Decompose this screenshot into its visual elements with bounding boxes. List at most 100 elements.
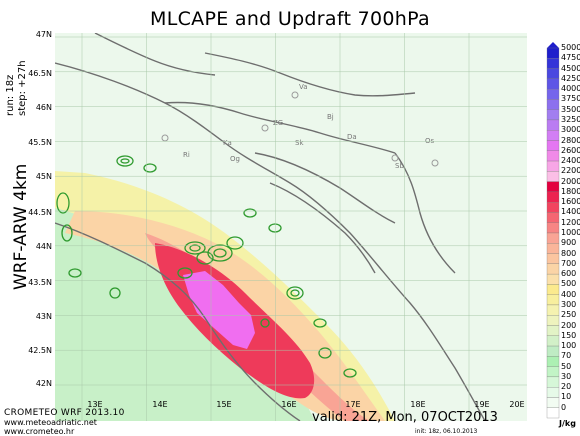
city-label: Ka — [223, 139, 232, 147]
lat-label: 45.5N — [28, 138, 52, 147]
colorbar-swatch — [546, 212, 560, 223]
lon-label: 13E — [87, 400, 103, 409]
colorbar-label: 2600 — [561, 145, 580, 155]
colorbar-swatch — [546, 335, 560, 347]
colorbar-label: 150 — [561, 330, 577, 340]
colorbar-swatch — [546, 263, 560, 275]
colorbar-swatch — [546, 366, 560, 378]
lat-label: 43N — [35, 312, 52, 321]
city-label: Og — [230, 155, 240, 163]
city-label: Va — [299, 83, 308, 91]
colorbar-label: 70 — [561, 351, 572, 361]
colorbar-label: 250 — [561, 310, 577, 320]
colorbar-swatch — [546, 181, 560, 193]
credit-line: www.meteoadriatic.net — [4, 418, 97, 427]
colorbar-label: 100 — [561, 341, 577, 351]
colorbar-swatch — [546, 78, 560, 90]
colorbar-label: 20 — [561, 382, 572, 392]
colorbar-label: 600 — [561, 269, 577, 279]
colorbar-label: 1400 — [561, 207, 580, 217]
colorbar-swatch — [546, 407, 560, 419]
colorbar-swatch — [546, 232, 560, 244]
colorbar-swatch — [546, 171, 560, 182]
colorbar-label: 200 — [561, 320, 577, 330]
colorbar-label: 2800 — [561, 135, 580, 145]
colorbar-label: 5000 — [561, 43, 580, 52]
colorbar-label: 300 — [561, 299, 577, 309]
colorbar-swatch — [546, 109, 560, 121]
colorbar-swatch — [546, 387, 560, 398]
colorbar-swatch — [546, 294, 560, 306]
colorbar-label: 50 — [561, 361, 572, 371]
lat-label: 42N — [35, 379, 52, 388]
colorbar-label: 2400 — [561, 156, 580, 166]
colorbar-swatch — [546, 222, 560, 234]
run-info: run: 18z step: +27h — [5, 36, 28, 116]
colorbar-unit: J/kg — [559, 419, 576, 428]
city-label: Os — [425, 137, 435, 145]
updraft-core — [183, 271, 255, 349]
lat-label: 44N — [35, 242, 52, 251]
lon-label: 16E — [281, 400, 297, 409]
colorbar-swatch — [546, 140, 560, 151]
lat-label: 43.5N — [28, 278, 52, 287]
colorbar-swatch — [546, 68, 560, 79]
city-label: Ri — [183, 151, 190, 159]
lat-label: 46.5N — [28, 69, 52, 78]
run-label: run: 18z — [5, 74, 16, 116]
colorbar-swatch — [546, 304, 560, 316]
lon-label: 15E — [216, 400, 232, 409]
map-panel: Va Bj ZG Ka Da Sk Og Sb Ri Os — [54, 32, 534, 422]
colorbar-label: 1600 — [561, 197, 580, 207]
colorbar-swatch — [546, 160, 560, 172]
colorbar-label: 400 — [561, 289, 577, 299]
lon-label: 18E — [410, 400, 426, 409]
city-markers — [161, 91, 439, 167]
colorbar-swatch — [546, 345, 560, 357]
colorbar-label: 10 — [561, 392, 572, 402]
colorbar-label: 1200 — [561, 217, 580, 227]
colorbar-label: 0 — [561, 402, 567, 412]
model-label: WRF-ARW 4km — [11, 163, 31, 290]
colorbar-label: 2000 — [561, 176, 580, 186]
colorbar-swatch — [546, 58, 560, 69]
city-labels: Va Bj ZG Ka Da Sk Og Sb Ri Os — [183, 83, 435, 170]
colorbar-swatch — [546, 273, 560, 285]
credit-line: CROMETEO WRF 2013.10 — [4, 408, 125, 418]
lat-label: 45N — [35, 172, 52, 181]
colorbar-label: 800 — [561, 248, 577, 258]
colorbar-label: 3750 — [561, 94, 580, 104]
city-label: Bj — [327, 113, 334, 121]
colorbar-swatch — [546, 315, 560, 326]
init-time: init: 18z, 06.10.2013 — [415, 428, 478, 435]
colorbar-arrow — [547, 42, 559, 48]
colorbar-swatch — [546, 253, 560, 264]
colorbar-label: 900 — [561, 238, 577, 248]
lat-label: 47N — [35, 30, 52, 39]
colorbar-label: 3250 — [561, 114, 580, 124]
lon-label: 19E — [474, 400, 490, 409]
lon-label: 14E — [152, 400, 168, 409]
colorbar-swatch — [546, 119, 560, 131]
colorbar-label: 3000 — [561, 125, 580, 135]
colorbar-label: 700 — [561, 258, 577, 268]
colorbar-label: 2200 — [561, 166, 580, 176]
colorbar-label: 4750 — [561, 53, 580, 63]
colorbar-label: 4500 — [561, 63, 580, 73]
colorbar-label: 30 — [561, 371, 572, 381]
lat-label: 44.5N — [28, 208, 52, 217]
city-label: Sb — [395, 162, 404, 170]
lon-label: 20E — [509, 400, 525, 409]
city-label: ZG — [273, 119, 283, 127]
updraft-contours — [56, 155, 357, 378]
colorbar-swatch — [546, 191, 560, 203]
colorbar-label: 4000 — [561, 84, 580, 94]
colorbar-swatch — [546, 47, 560, 59]
chart-title: MLCAPE and Updraft 700hPa — [150, 8, 430, 30]
colorbar-label: 1800 — [561, 186, 580, 196]
colorbar — [546, 42, 560, 419]
map-svg: Va Bj ZG Ka Da Sk Og Sb Ri Os — [54, 32, 534, 422]
colorbar-swatch — [546, 202, 560, 213]
colorbar-swatch — [546, 99, 560, 110]
colorbar-swatch — [546, 397, 560, 408]
